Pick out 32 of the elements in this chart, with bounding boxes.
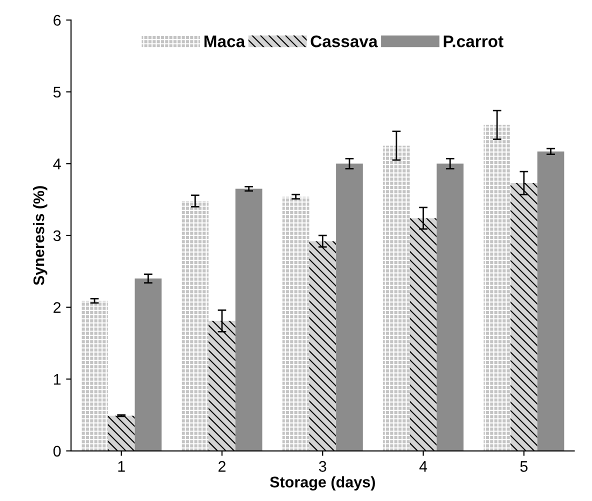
- bar: [108, 416, 135, 451]
- x-tick-label: 2: [218, 461, 226, 472]
- y-tick-label: 2: [54, 302, 61, 313]
- bar: [208, 320, 236, 451]
- y-axis-title: Syneresis (%): [33, 186, 48, 286]
- legend-label: Cassava: [310, 35, 378, 48]
- bar: [182, 201, 209, 451]
- y-tick-label: 5: [53, 86, 61, 98]
- y-tick-label: 0: [53, 446, 61, 457]
- bar: [537, 151, 564, 451]
- bar: [410, 218, 437, 451]
- x-axis-title: Storage (days): [270, 476, 375, 491]
- x-tick-label: 3: [318, 461, 326, 472]
- x-tick-label: 1: [118, 461, 125, 472]
- bar: [336, 164, 363, 451]
- y-tick-label: 6: [54, 14, 61, 26]
- y-tick-label: 3: [53, 230, 61, 242]
- x-tick-label: 5: [520, 461, 528, 472]
- y-tick-label: 4: [53, 158, 61, 170]
- bar: [282, 196, 310, 451]
- legend-label: Maca: [204, 36, 246, 48]
- bar: [436, 164, 464, 451]
- y-tick-label: 1: [54, 374, 61, 385]
- bar: [81, 300, 108, 451]
- bar: [484, 124, 510, 451]
- bar: [309, 241, 336, 451]
- bar: [235, 188, 262, 451]
- bar: [383, 146, 410, 451]
- bar: [510, 183, 538, 451]
- bar: [134, 278, 162, 451]
- x-tick-label: 4: [419, 461, 428, 472]
- legend-label: P.carrot: [444, 36, 504, 48]
